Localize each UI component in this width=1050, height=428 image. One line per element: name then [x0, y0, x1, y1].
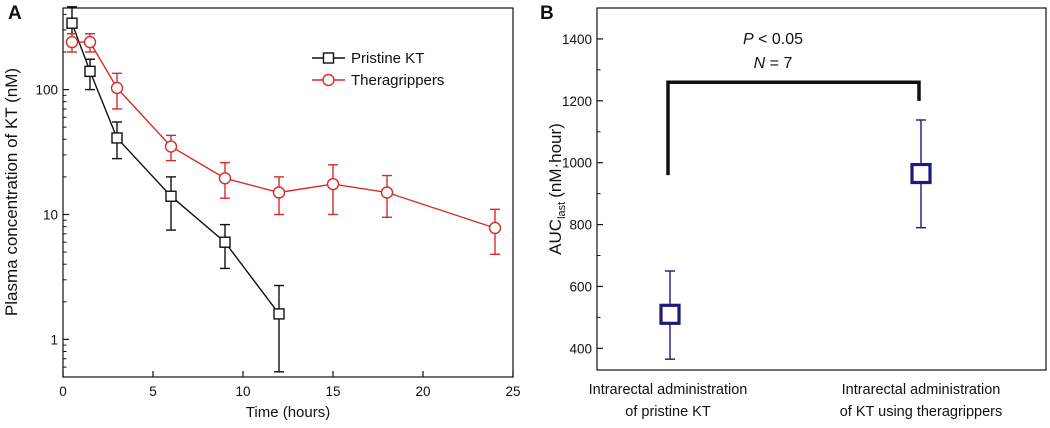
data-point-circle: [488, 221, 502, 235]
legend-label-theragrippers: Theragrippers: [351, 72, 444, 89]
data-point-square: [111, 132, 123, 144]
y-tick-label: 100: [35, 83, 58, 98]
panel-a-letter: A: [8, 3, 22, 24]
y-tick-label: 1: [50, 332, 58, 347]
data-point-circle: [218, 172, 232, 185]
panel-b-points: [659, 119, 932, 360]
y-tick-label: 600: [569, 279, 592, 294]
data-point-square: [219, 236, 231, 248]
sample-size-annotation: N = 7: [754, 55, 793, 72]
category-label-pristine-kt-line2: of pristine KT: [625, 404, 711, 420]
p-value-annotation: P < 0.05: [743, 31, 803, 48]
y-tick-label: 800: [569, 218, 592, 233]
data-point-circle: [326, 177, 340, 191]
data-point-circle: [380, 186, 394, 199]
data-point-square: [66, 17, 78, 29]
data-point-circle: [65, 35, 79, 49]
x-tick-label: 10: [235, 384, 250, 399]
category-label-theragrippers-line1: Intrarectal administration: [842, 382, 1001, 398]
x-tick-label: 5: [149, 384, 157, 399]
panel-b-letter: B: [540, 3, 554, 24]
sample-size-symbol: N: [754, 55, 766, 72]
panel-a-x-ticks: 0 5 10 15 20 25: [59, 371, 521, 399]
panel-a-series: [65, 6, 502, 373]
p-value-text: < 0.05: [754, 31, 803, 48]
data-point-circle: [83, 35, 97, 49]
y-tick-label: 1000: [562, 156, 592, 171]
sample-size-text: = 7: [765, 55, 792, 72]
panel-b-y-axis-title: AUClast (nM·hour): [546, 123, 568, 255]
data-point-circle: [272, 186, 286, 199]
data-point-square: [165, 190, 177, 202]
panel-b-y-axis-title-unit: (nM·hour): [546, 123, 565, 198]
panel-a-legend: Pristine KT Theragrippers: [312, 50, 444, 89]
panel-b-y-axis-title-subscript: last: [556, 202, 568, 219]
panel-b-y-axis-title-main: AUC: [546, 219, 565, 255]
p-value-symbol: P: [743, 31, 754, 48]
panel-a: A 0 5 10 15 20 25 1 10 100 Time (hours) Plasma …: [2, 3, 521, 421]
panel-a-plot-frame: [62, 7, 514, 378]
bracket-line: [666, 80, 921, 176]
panel-b-plot-frame: [596, 7, 1047, 371]
data-point-circle: [164, 140, 178, 153]
y-tick-label: 1400: [562, 32, 592, 47]
category-label-theragrippers-line2: of KT using theragrippers: [840, 404, 1003, 420]
y-tick-label: 10: [43, 207, 58, 222]
x-tick-label: 25: [505, 384, 520, 399]
panel-b-y-ticks: 400 600 800 1000 1200 1400: [562, 7, 603, 356]
panel-b: B 400 600 800 1000 1200 1400 AUClast (nM·hour)…: [540, 3, 1047, 420]
series-line-pristine-kt: [71, 22, 280, 315]
panel-a-x-axis-title: Time (hours): [246, 404, 330, 421]
data-point-circle: [110, 81, 124, 95]
data-point-square: [84, 65, 96, 78]
data-point-square: [659, 303, 681, 325]
y-tick-label: 400: [569, 341, 592, 356]
x-tick-label: 15: [325, 384, 340, 399]
legend-marker-pristine-kt: [322, 52, 335, 64]
legend-marker-theragrippers: [322, 73, 335, 87]
data-point-square: [273, 308, 285, 320]
x-tick-label: 20: [415, 384, 430, 399]
legend-label-pristine-kt: Pristine KT: [351, 50, 424, 67]
data-point-square: [910, 162, 932, 185]
significance-bracket: [666, 80, 921, 176]
x-tick-label: 0: [59, 384, 67, 399]
panel-a-y-ticks: 1 10 100: [35, 13, 69, 368]
series-line-theragrippers: [72, 41, 496, 229]
panel-a-y-axis-title: Plasma concentration of KT (nM): [2, 68, 21, 316]
category-label-pristine-kt-line1: Intrarectal administration: [589, 382, 748, 398]
y-tick-label: 1200: [562, 94, 592, 109]
